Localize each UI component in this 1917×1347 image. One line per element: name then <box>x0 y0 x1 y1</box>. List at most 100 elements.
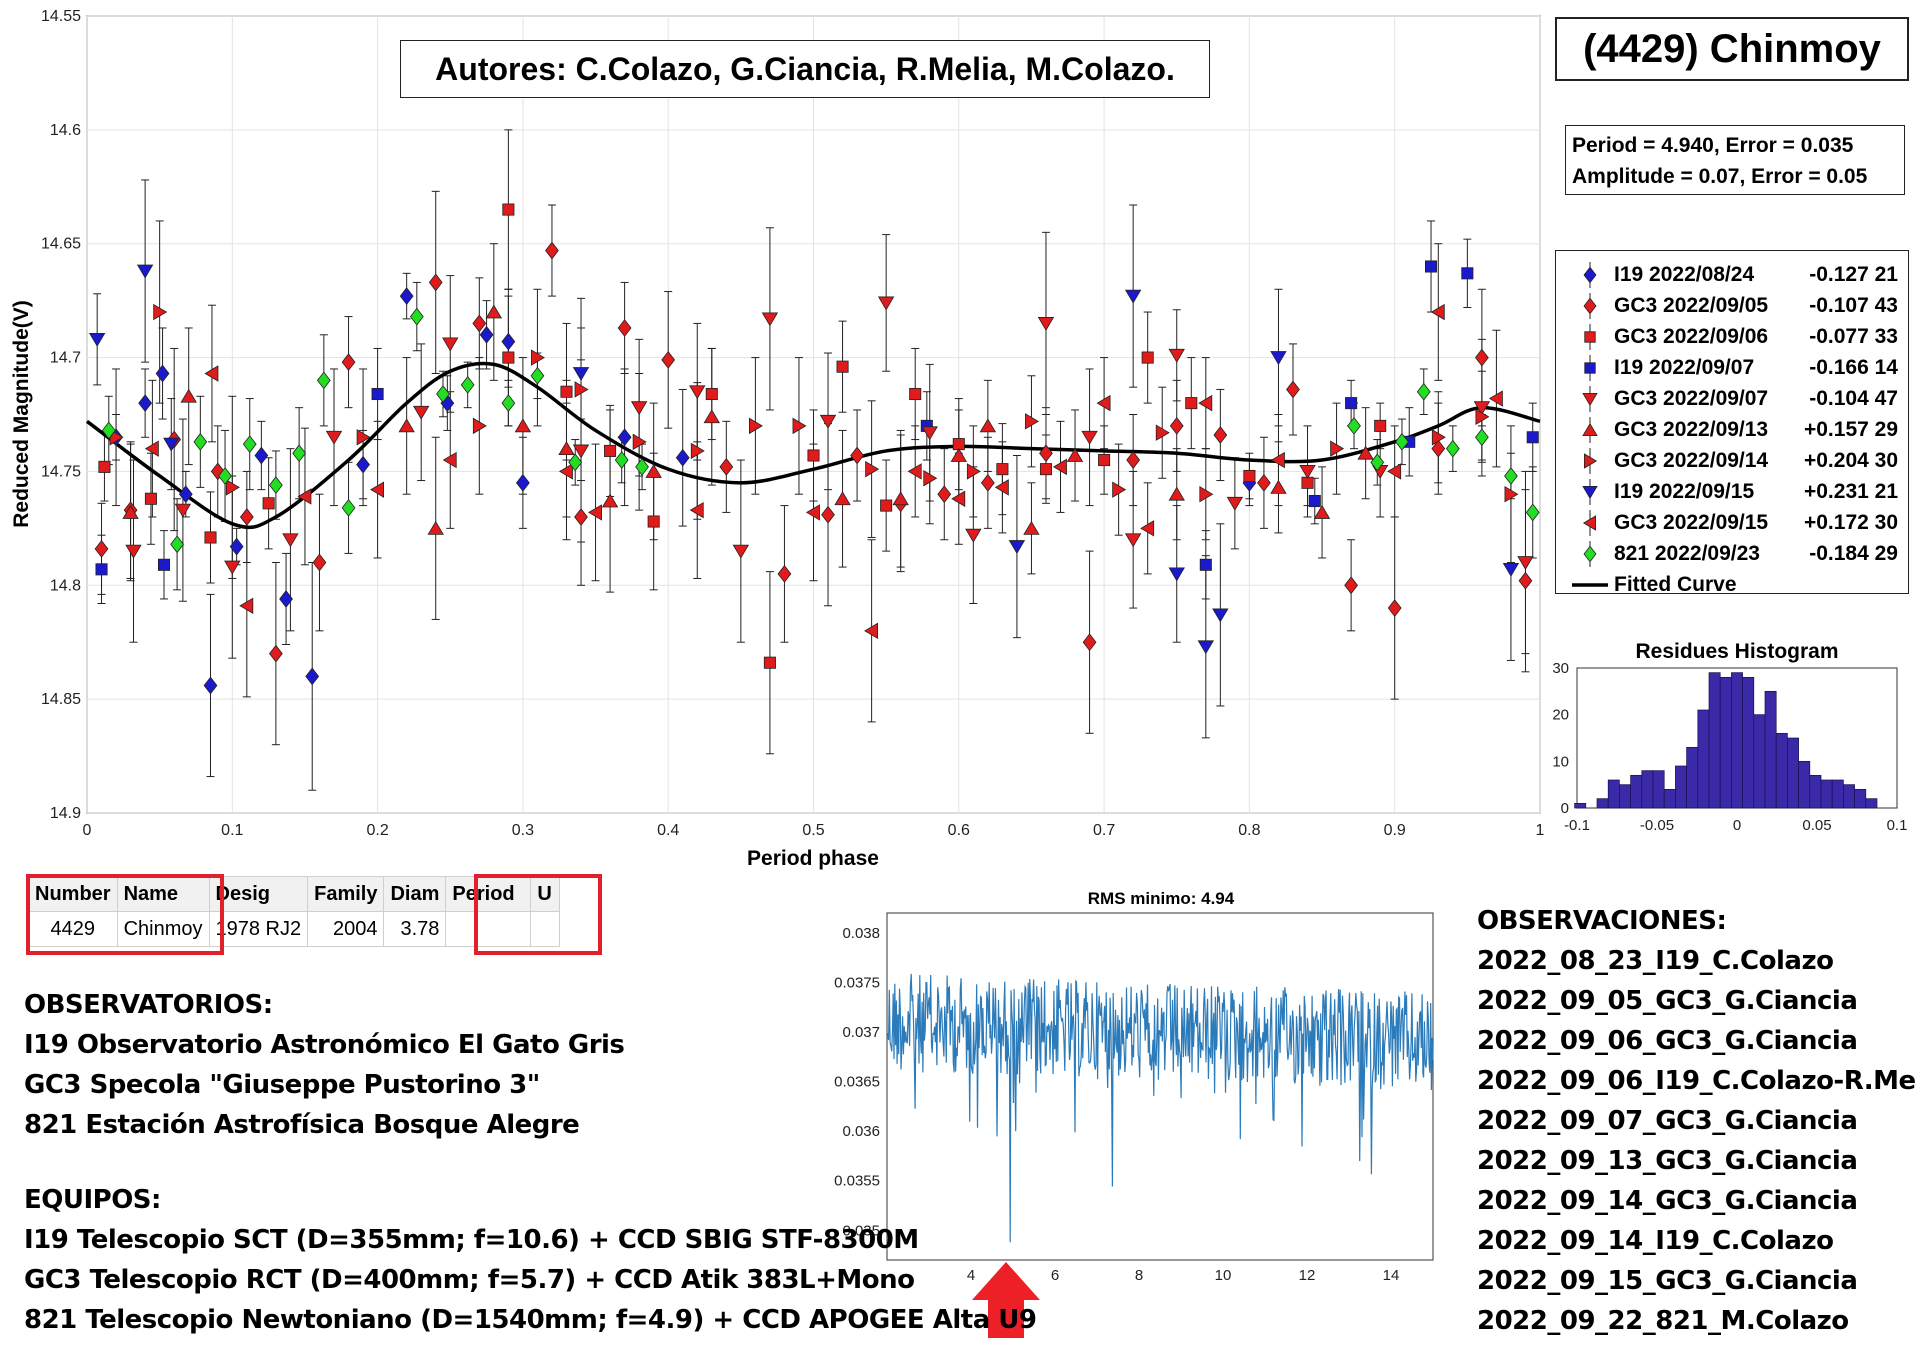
col-name-header: Name <box>116 876 210 912</box>
data-point <box>501 394 516 413</box>
rms-x-tick: 8 <box>1135 1267 1143 1284</box>
x-tick-label: 0.6 <box>948 822 970 839</box>
data-point <box>442 451 457 469</box>
data-point <box>1008 540 1026 555</box>
legend-entry: GC3 2022/09/14 +0.204 30 <box>1556 445 1908 476</box>
data-point <box>88 332 106 347</box>
x-tick-label: 0.3 <box>512 822 534 839</box>
data-point <box>398 418 415 433</box>
rms-y-tick: 0.0375 <box>834 974 880 991</box>
y-tick-label: 14.6 <box>50 122 81 139</box>
data-point <box>923 470 938 487</box>
data-point <box>180 388 197 403</box>
legend-marker <box>1582 422 1598 437</box>
data-point <box>1488 390 1503 407</box>
data-point <box>436 385 450 403</box>
histogram-bar <box>1641 770 1654 809</box>
data-point <box>836 360 849 373</box>
rms-y-tick: 0.0365 <box>834 1074 880 1091</box>
data-point <box>1198 394 1213 412</box>
data-point <box>144 440 159 457</box>
data-point <box>966 463 981 480</box>
data-point <box>805 504 820 521</box>
main-axis-ticks: 0 0.1 0.2 0.3 0.4 0.5 0.6 0.7 0.8 0.9 1 14.55 14.6 14… <box>41 8 1545 839</box>
legend-marker <box>1582 485 1598 500</box>
legend-label: GC3 2022/09/13 <box>1614 418 1769 441</box>
legend-marker-icon <box>1582 510 1597 536</box>
legend: I19 2022/08/24 -0.127 21 GC3 2022/09/05 -0.… <box>1555 250 1909 596</box>
legend-marker-icon <box>1583 448 1598 474</box>
histogram-bar <box>1865 798 1878 809</box>
legend-marker-icon <box>1584 355 1596 381</box>
data-point <box>1168 486 1185 501</box>
data-point <box>1502 562 1520 577</box>
data-point <box>834 491 851 506</box>
rms-y-tick: 0.038 <box>842 925 880 942</box>
data-point <box>1037 317 1055 331</box>
legend-marker <box>1583 545 1597 563</box>
data-point <box>101 421 116 440</box>
legend-entry: GC3 2022/09/15 +0.172 30 <box>1556 507 1908 538</box>
data-point <box>574 381 589 398</box>
legend-entry: GC3 2022/09/05 -0.107 43 <box>1556 290 1908 321</box>
histogram-bar <box>1686 746 1699 809</box>
y-tick-label: 14.7 <box>50 350 81 367</box>
data-point <box>950 447 967 462</box>
data-point <box>864 622 879 640</box>
data-point <box>572 367 590 382</box>
rms-x-tick: 4 <box>967 1267 975 1284</box>
data-point <box>545 241 559 260</box>
histogram-bar <box>1753 714 1766 809</box>
observacion-line: 2022_09_13_GC3_G.Ciancia <box>1477 1146 1858 1176</box>
data-point <box>501 332 516 351</box>
legend-value: +0.231 21 <box>1803 480 1898 503</box>
legend-marker <box>1584 362 1596 374</box>
histogram-bar <box>1798 760 1811 809</box>
data-point <box>1344 576 1358 595</box>
x-axis-label: Period phase <box>747 847 879 870</box>
data-point <box>560 385 573 398</box>
data-point <box>1197 640 1215 655</box>
data-point <box>1270 479 1287 494</box>
legend-marker <box>1582 515 1597 531</box>
legend-value: +0.157 29 <box>1803 418 1898 441</box>
legend-entry: 821 2022/09/23 -0.184 29 <box>1556 538 1908 569</box>
legend-marker-icon <box>1583 541 1597 567</box>
observatorios-heading: OBSERVATORIOS: <box>24 990 273 1020</box>
data-point <box>325 430 343 445</box>
data-point <box>980 473 995 492</box>
data-point <box>604 444 617 457</box>
rms-x-tick: 12 <box>1299 1267 1316 1284</box>
data-point <box>1212 608 1229 623</box>
legend-marker-icon <box>1583 262 1597 288</box>
data-point <box>647 515 660 528</box>
data-point <box>865 460 880 478</box>
data-point <box>204 531 217 544</box>
data-point <box>225 479 240 496</box>
y-tick-label: 14.8 <box>50 577 81 594</box>
data-point <box>412 405 430 420</box>
data-point <box>312 553 327 572</box>
asteroid-info-table: Number Name Desig Family Diam Period U 4… <box>28 876 561 947</box>
data-point <box>531 349 545 366</box>
data-point <box>356 429 371 446</box>
data-point <box>305 667 320 686</box>
data-point <box>1023 520 1040 535</box>
legend-label: GC3 2022/09/06 <box>1614 325 1769 348</box>
data-point <box>614 451 629 469</box>
data-point <box>460 375 475 394</box>
data-point <box>502 203 515 216</box>
col-number-header: Number <box>28 876 118 912</box>
data-point <box>1112 481 1127 498</box>
data-point <box>479 325 494 344</box>
data-point <box>1082 633 1097 652</box>
data-point <box>907 463 922 480</box>
data-point <box>1431 439 1446 458</box>
data-point <box>472 314 487 333</box>
data-point <box>1213 426 1228 444</box>
data-point <box>558 441 575 456</box>
histogram-bar <box>1854 788 1867 809</box>
data-point <box>269 476 283 494</box>
data-point <box>1124 533 1142 548</box>
legend-entry: I19 2022/08/24 -0.127 21 <box>1556 259 1908 290</box>
